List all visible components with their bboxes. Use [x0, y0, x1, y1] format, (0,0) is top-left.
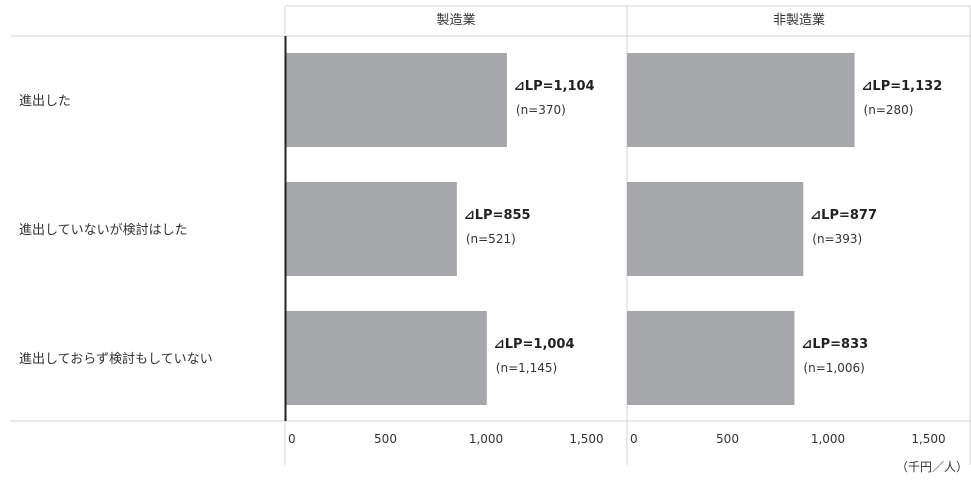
- bar-panel1-cat2: [627, 311, 795, 405]
- x-tick-label-panel1-3: 1,500: [911, 432, 945, 446]
- x-tick-label-panel1-2: 1,000: [811, 432, 845, 446]
- bar-panel1-cat1: [627, 182, 804, 276]
- x-tick-label-panel0-3: 1,500: [569, 432, 603, 446]
- unit-label: （千円／人）: [896, 460, 968, 474]
- data-label-panel0-cat1: ⊿LP=855: [464, 208, 531, 223]
- category-label-2: 進出しておらず検討もしていない: [19, 351, 213, 367]
- n-label-panel0-cat1: (n=521): [466, 232, 516, 246]
- data-label-panel0-cat0: ⊿LP=1,104: [514, 79, 595, 94]
- n-label-panel0-cat2: (n=1,145): [496, 361, 557, 375]
- n-label-panel1-cat2: (n=1,006): [803, 361, 864, 375]
- n-label-panel1-cat1: (n=393): [812, 232, 862, 246]
- x-tick-label-panel1-1: 500: [716, 432, 739, 446]
- n-label-panel0-cat0: (n=370): [516, 103, 566, 117]
- bar-panel0-cat0: [285, 53, 507, 147]
- x-tick-label-panel1-0: 0: [630, 432, 638, 446]
- bar-panel1-cat0: [627, 53, 855, 147]
- bar-panel0-cat1: [285, 182, 457, 276]
- panel-title-1: 非製造業: [773, 12, 825, 28]
- category-label-1: 進出していないが検討はした: [19, 222, 188, 238]
- data-label-panel1-cat1: ⊿LP=877: [810, 208, 877, 223]
- data-label-panel1-cat0: ⊿LP=1,132: [862, 79, 943, 94]
- x-tick-label-panel0-1: 500: [374, 432, 397, 446]
- data-label-panel1-cat2: ⊿LP=833: [801, 337, 868, 352]
- data-label-panel0-cat2: ⊿LP=1,004: [494, 337, 575, 352]
- x-tick-label-panel0-0: 0: [288, 432, 296, 446]
- n-label-panel1-cat0: (n=280): [864, 103, 914, 117]
- bar-panel0-cat2: [285, 311, 487, 405]
- panel-title-0: 製造業: [436, 12, 475, 28]
- x-tick-label-panel0-2: 1,000: [469, 432, 503, 446]
- category-label-0: 進出した: [19, 94, 71, 109]
